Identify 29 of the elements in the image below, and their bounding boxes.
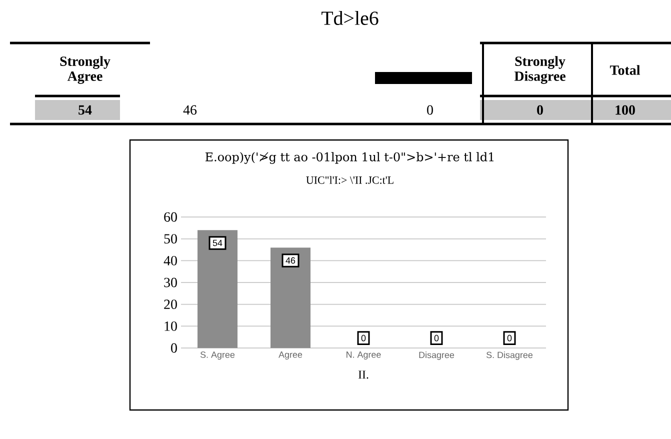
x-tick-label: Disagree bbox=[419, 352, 454, 360]
text: Strongly Agree bbox=[60, 56, 110, 84]
y-tick-label: 30 bbox=[164, 278, 177, 288]
y-tick-label: 10 bbox=[164, 321, 177, 331]
y-tick-label: 40 bbox=[164, 256, 177, 266]
y-tick-label: 20 bbox=[164, 300, 177, 310]
x-axis-title: II. bbox=[358, 370, 368, 379]
data-label: 0 bbox=[507, 334, 512, 342]
chart-subtitle: UIC"l'I:> \'II .JC:t'L bbox=[306, 176, 394, 184]
x-tick-label: N. Agree bbox=[346, 352, 381, 360]
y-tick-label: 60 bbox=[164, 212, 177, 222]
data-label: 0 bbox=[434, 334, 439, 342]
data-label: 0 bbox=[361, 334, 366, 342]
x-tick-label: S. Disagree bbox=[486, 352, 533, 360]
x-tick-label: S. Agree bbox=[200, 352, 235, 360]
y-tick-label: 50 bbox=[164, 234, 177, 244]
text: 0 bbox=[427, 105, 433, 115]
text: Total bbox=[610, 65, 640, 75]
text: 54 bbox=[78, 105, 92, 115]
text: Strongly Disagree bbox=[514, 56, 566, 84]
text: 100 bbox=[616, 105, 635, 115]
y-tick-label: 0 bbox=[171, 343, 177, 353]
data-label: 54 bbox=[212, 240, 222, 246]
data-label: 46 bbox=[286, 257, 296, 264]
chart-title: E.oop)y('≯g tt ao -01lpon 1ul t-0">b>'+re tl ld1 bbox=[205, 152, 494, 164]
text: 0 bbox=[537, 105, 543, 115]
x-tick-label: Agree bbox=[278, 352, 302, 360]
text: Td>le6 bbox=[322, 10, 378, 25]
text: 46 bbox=[183, 105, 197, 115]
